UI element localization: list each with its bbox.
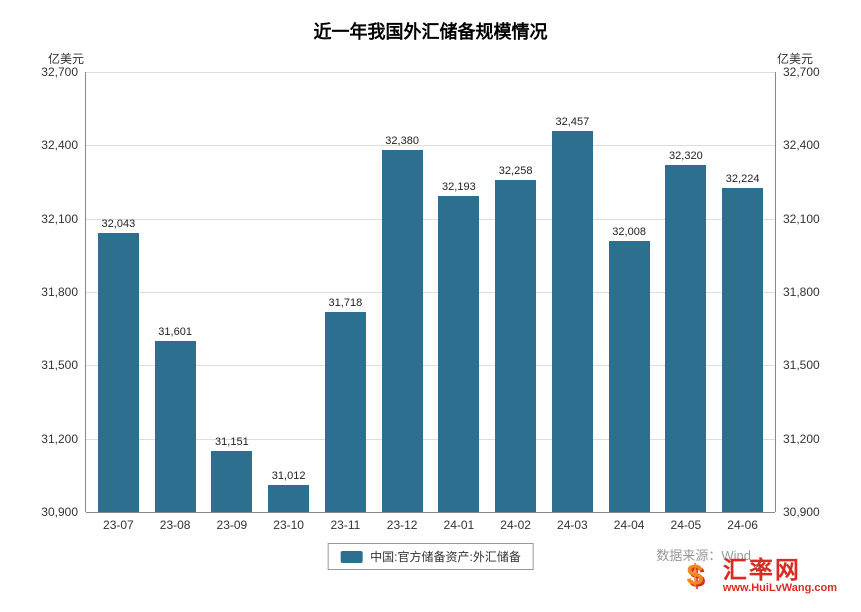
- bar: [665, 165, 706, 512]
- bar-value-label: 32,193: [442, 181, 476, 193]
- bar-slot: 32,25824-02: [487, 72, 544, 512]
- x-axis-label: 24-05: [671, 518, 702, 532]
- bar-value-label: 31,151: [215, 436, 249, 448]
- y-tick-right: 32,100: [775, 212, 820, 226]
- y-tick-right: 31,200: [775, 432, 820, 446]
- y-tick-left: 31,500: [41, 358, 86, 372]
- bar: [495, 180, 536, 512]
- bar-value-label: 32,380: [385, 135, 419, 147]
- bar-value-label: 32,320: [669, 150, 703, 162]
- bar: [722, 188, 763, 512]
- x-axis-label: 24-01: [444, 518, 475, 532]
- bar-slot: 31,60123-08: [147, 72, 204, 512]
- legend-swatch: [340, 551, 362, 563]
- bar-value-label: 32,008: [612, 226, 646, 238]
- x-axis-label: 24-02: [500, 518, 531, 532]
- y-tick-left: 32,700: [41, 65, 86, 79]
- gridline: [86, 512, 775, 513]
- bar-value-label: 32,457: [556, 116, 590, 128]
- x-axis-label: 24-03: [557, 518, 588, 532]
- y-tick-left: 31,200: [41, 432, 86, 446]
- y-tick-right: 32,400: [775, 138, 820, 152]
- bar-value-label: 32,224: [726, 173, 760, 185]
- watermark-url: www.HuiLvWang.com: [723, 583, 837, 595]
- chart-title: 近一年我国外汇储备规模情况: [0, 0, 861, 44]
- y-tick-left: 32,400: [41, 138, 86, 152]
- y-tick-left: 32,100: [41, 212, 86, 226]
- y-tick-right: 32,700: [775, 65, 820, 79]
- bar-slot: 32,38023-12: [374, 72, 431, 512]
- bar-slot: 31,15123-09: [204, 72, 261, 512]
- y-tick-right: 30,900: [775, 505, 820, 519]
- legend-label: 中国:官方储备资产:外汇储备: [370, 548, 521, 565]
- y-tick-right: 31,500: [775, 358, 820, 372]
- bar-slot: 32,04323-07: [90, 72, 147, 512]
- bar: [155, 341, 196, 512]
- bar: [382, 150, 423, 512]
- plot-area: 32,70032,70032,40032,40032,10032,10031,8…: [85, 72, 776, 512]
- bar: [268, 485, 309, 512]
- bar-slot: 31,71823-11: [317, 72, 374, 512]
- x-axis-label: 23-11: [330, 518, 360, 532]
- watermark: $ 汇率网 www.HuiLvWang.com: [673, 554, 837, 598]
- bar: [98, 233, 139, 512]
- y-tick-left: 30,900: [41, 505, 86, 519]
- bar-slot: 32,45724-03: [544, 72, 601, 512]
- bar: [552, 131, 593, 512]
- bar: [325, 312, 366, 512]
- bar: [609, 241, 650, 512]
- x-axis-label: 23-12: [387, 518, 418, 532]
- bar-slot: 32,22424-06: [714, 72, 771, 512]
- currency-icon: $: [673, 554, 717, 598]
- bar-value-label: 32,043: [102, 218, 136, 230]
- x-axis-label: 24-06: [727, 518, 758, 532]
- x-axis-label: 23-07: [103, 518, 134, 532]
- x-axis-label: 24-04: [614, 518, 645, 532]
- bar-slot: 32,32024-05: [658, 72, 715, 512]
- bar-slot: 32,19324-01: [431, 72, 488, 512]
- y-tick-right: 31,800: [775, 285, 820, 299]
- y-tick-left: 31,800: [41, 285, 86, 299]
- bar: [438, 196, 479, 512]
- bar-slot: 32,00824-04: [601, 72, 658, 512]
- x-axis-label: 23-10: [273, 518, 304, 532]
- bar-value-label: 31,601: [158, 326, 192, 338]
- legend: 中国:官方储备资产:外汇储备: [327, 543, 534, 570]
- bar: [211, 451, 252, 512]
- bar-slot: 31,01223-10: [260, 72, 317, 512]
- bar-value-label: 32,258: [499, 165, 533, 177]
- bar-value-label: 31,718: [329, 297, 363, 309]
- x-axis-label: 23-08: [160, 518, 191, 532]
- bar-value-label: 31,012: [272, 470, 306, 482]
- x-axis-label: 23-09: [217, 518, 248, 532]
- bars-container: 32,04323-0731,60123-0831,15123-0931,0122…: [86, 72, 775, 512]
- watermark-brand: 汇率网: [723, 558, 837, 583]
